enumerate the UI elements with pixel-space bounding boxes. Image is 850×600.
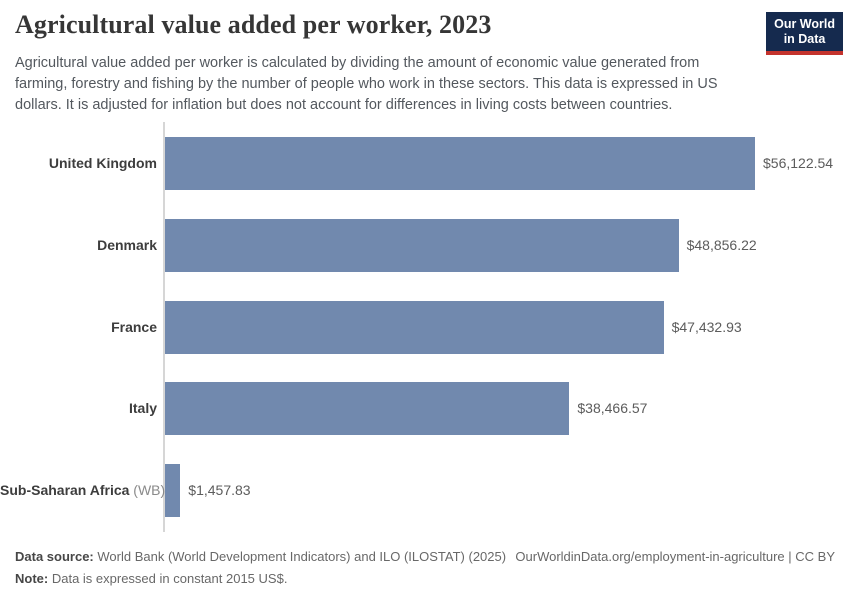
bar-value-label: $38,466.57 xyxy=(577,400,648,417)
chart-subtitle: Agricultural value added per worker is c… xyxy=(15,55,718,113)
footer-link[interactable]: OurWorldinData.org/employment-in-agricul… xyxy=(515,549,835,564)
entity-label: Sub-Saharan Africa (WB) xyxy=(0,482,166,498)
note-text: Data is expressed in constant 2015 US$. xyxy=(51,571,288,586)
logo-line2: in Data xyxy=(783,32,826,46)
chart-title: Agricultural value added per worker, 202… xyxy=(15,10,492,39)
bar-row: Denmark $48,856.22 xyxy=(0,218,850,272)
bar[interactable] xyxy=(165,464,181,517)
chart-footer: Data source: World Bank (World Developme… xyxy=(15,548,835,588)
bar-chart: United Kingdom $56,122.54 Denmark $48,856.2… xyxy=(0,120,850,532)
bar-row: Sub-Saharan Africa (WB) $1,457.83 xyxy=(0,464,850,517)
entity-label: United Kingdom xyxy=(48,155,157,171)
bar[interactable] xyxy=(165,218,679,272)
bar-value-label: $1,457.83 xyxy=(188,482,251,498)
note-label: Note: xyxy=(15,571,49,586)
bar[interactable] xyxy=(165,300,664,354)
bar[interactable] xyxy=(165,137,755,190)
entity-label: Denmark xyxy=(97,236,157,253)
entity-label-suffix: (WB) xyxy=(129,482,166,498)
bar[interactable] xyxy=(165,382,570,436)
bar-value-label: $47,432.93 xyxy=(671,318,742,335)
logo-line1: Our World xyxy=(774,17,835,31)
bar-row: Italy $38,466.57 xyxy=(0,382,850,436)
bar-row: France $47,432.93 xyxy=(0,300,850,354)
bar-value-label: $48,856.22 xyxy=(686,236,757,253)
chart-note: Note: Data is expressed in constant 2015… xyxy=(15,570,835,588)
data-source-text: World Bank (World Development Indicators… xyxy=(97,549,507,564)
bar-row: United Kingdom $56,122.54 xyxy=(0,137,850,190)
owid-logo[interactable]: Our World in Data xyxy=(766,12,843,55)
entity-label: France xyxy=(111,318,157,335)
data-source-label: Data source: xyxy=(15,549,94,564)
bar-value-label: $56,122.54 xyxy=(763,155,834,171)
data-source: Data source: World Bank (World Developme… xyxy=(15,548,506,566)
y-axis-line xyxy=(163,122,165,532)
entity-label: Italy xyxy=(128,400,157,417)
